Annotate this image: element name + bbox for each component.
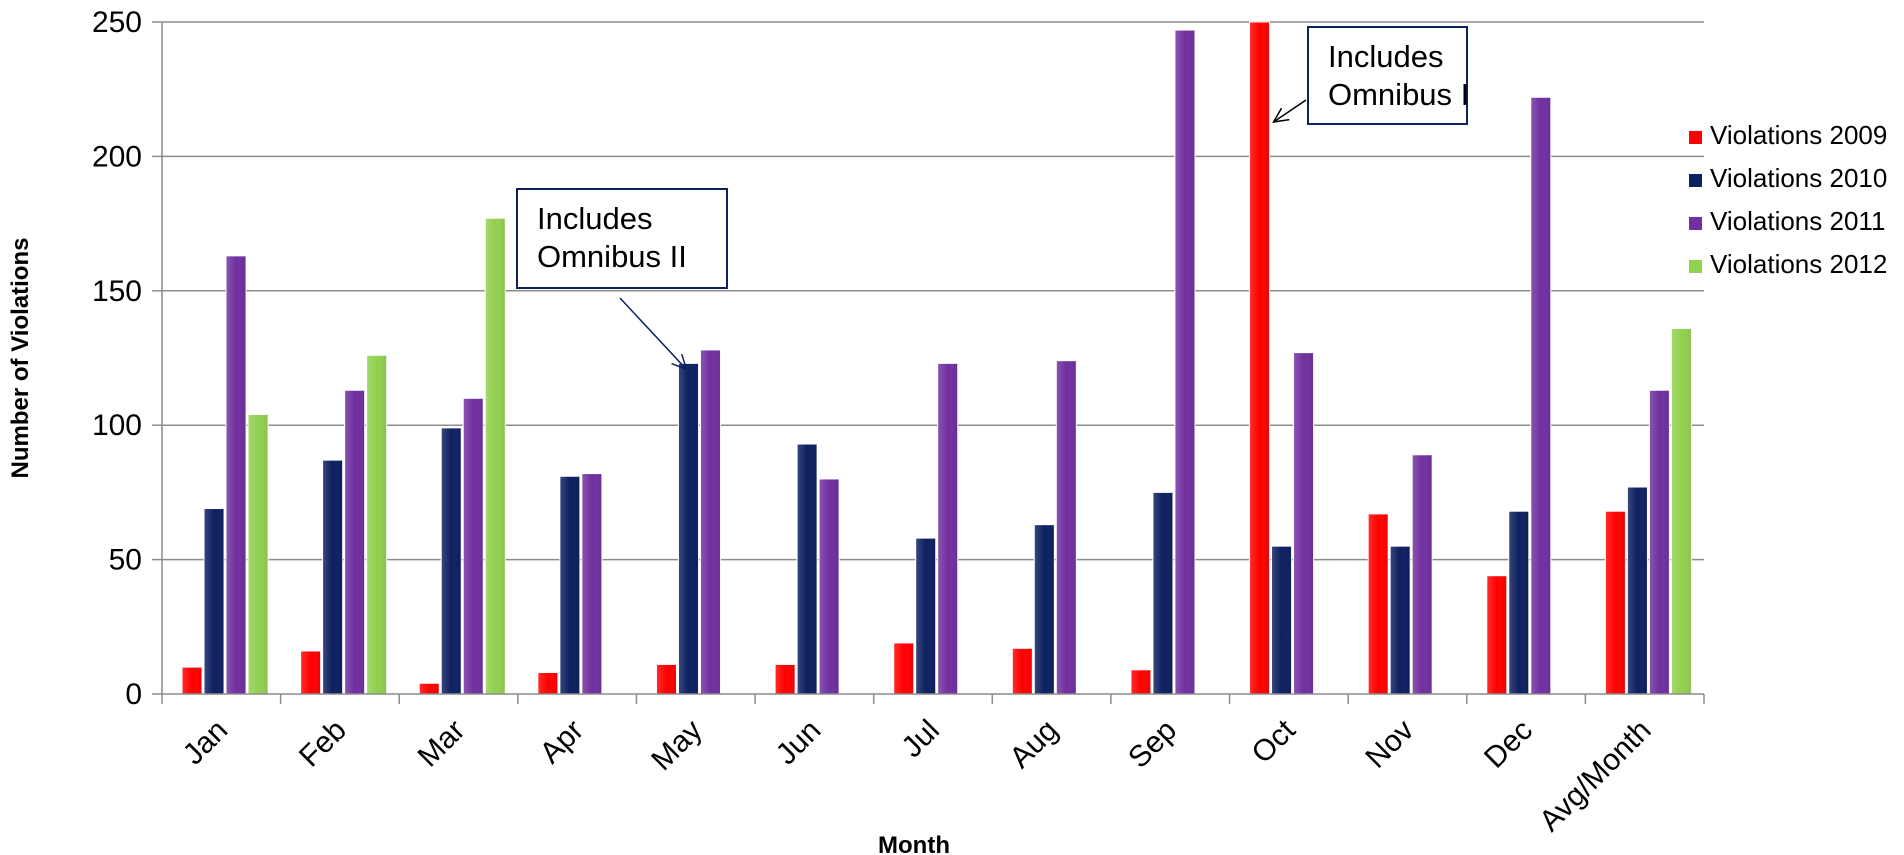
- callout-box: [516, 188, 728, 289]
- legend-item-violations-2009: Violations 2009: [1689, 120, 1887, 150]
- bar-sheen: [1508, 511, 1529, 694]
- x-tick-label-mar: Mar: [412, 714, 472, 774]
- bar-sheen: [322, 460, 343, 694]
- x-tick-label-jan: Jan: [177, 714, 235, 772]
- x-tick-label-feb: Feb: [293, 714, 353, 774]
- legend-swatch: [1689, 260, 1702, 273]
- bar-sheen: [1649, 390, 1670, 694]
- bar-sheen: [700, 349, 721, 694]
- legend: Violations 2009 Violations 2010 Violations…: [1689, 120, 1887, 279]
- legend-item-violations-2010: Violations 2010: [1689, 163, 1887, 193]
- bar-sheen: [419, 683, 440, 694]
- bar-sheen: [797, 444, 818, 694]
- y-tick-label-200: 200: [92, 140, 142, 173]
- y-tick-label-100: 100: [92, 409, 142, 442]
- bar-sheen: [1368, 513, 1389, 694]
- bar-sheen: [226, 255, 246, 694]
- bar-sheen: [678, 363, 699, 694]
- x-tick-label-nov: Nov: [1359, 714, 1420, 775]
- legend-swatch: [1689, 217, 1702, 230]
- y-tick-label-150: 150: [92, 275, 142, 308]
- bar-sheen: [775, 664, 796, 694]
- bar-sheen: [1671, 328, 1692, 694]
- bar-sheen: [1034, 524, 1055, 694]
- bar-sheen: [1390, 546, 1411, 694]
- x-tick-label-dec: Dec: [1478, 714, 1539, 775]
- callout-arrow-line: [619, 297, 688, 370]
- legend-label: Violations 2012: [1710, 249, 1887, 279]
- y-tick-labels: 0 50 100 150 200 250: [92, 6, 162, 711]
- bar-sheen: [559, 476, 580, 694]
- bar-sheen: [300, 650, 321, 694]
- legend-label: Violations 2010: [1710, 163, 1887, 193]
- x-tick-label-may: May: [645, 714, 708, 777]
- bar-sheen: [1627, 487, 1648, 694]
- bar-sheen: [537, 672, 558, 694]
- bar-sheen: [1605, 511, 1626, 694]
- bar-sheen: [915, 538, 936, 694]
- bar-sheen: [1412, 454, 1433, 694]
- bar-sheen: [893, 642, 914, 694]
- y-tick-label-50: 50: [109, 544, 142, 577]
- x-tick-label-aug: Aug: [1003, 714, 1064, 775]
- legend-item-violations-2012: Violations 2012: [1689, 249, 1887, 279]
- bar-sheen: [1271, 546, 1292, 694]
- bar-sheen: [248, 414, 268, 694]
- bar-sheen: [656, 664, 677, 694]
- bars: [181, 21, 1692, 695]
- legend-swatch: [1689, 174, 1702, 187]
- y-tick-label-250: 250: [92, 6, 142, 39]
- bar-sheen: [1530, 97, 1551, 695]
- bar-sheen: [182, 667, 202, 694]
- x-tick-label-sep: Sep: [1122, 714, 1183, 775]
- bar-sheen: [463, 398, 484, 694]
- callout-text-line: Includes: [537, 201, 652, 236]
- y-tick-label-0: 0: [125, 678, 142, 711]
- bar-sheen: [1249, 22, 1270, 694]
- x-axis-title: Month: [878, 832, 950, 855]
- legend-label: Violations 2009: [1710, 120, 1887, 150]
- y-axis-title: Number of Violations: [7, 238, 34, 479]
- gridlines: [162, 21, 1704, 561]
- x-tick-label-jun: Jun: [770, 714, 828, 772]
- bar-sheen: [366, 355, 387, 694]
- bar-sheen: [485, 218, 506, 694]
- bar-sheen: [1293, 352, 1314, 694]
- bar-sheen: [1152, 492, 1173, 694]
- x-tick-label-oct: Oct: [1245, 713, 1302, 770]
- bar-sheen: [1174, 30, 1195, 694]
- bar-sheen: [344, 390, 365, 694]
- bar-sheen: [581, 473, 602, 694]
- bar-sheen: [204, 508, 224, 694]
- bar-sheen: [1056, 360, 1077, 694]
- callout-arrow-line: [1273, 99, 1307, 123]
- x-tick-label-avg-month: Avg/Month: [1533, 714, 1657, 838]
- x-tick-labels: Jan Feb Mar Apr May Jun Jul Aug Sep Oct Nov DecAvg/…: [161, 694, 1705, 838]
- bar-sheen: [1130, 669, 1151, 694]
- legend-item-violations-2011: Violations 2011: [1689, 206, 1885, 236]
- bar-sheen: [937, 363, 958, 694]
- callout-box: [1307, 26, 1468, 125]
- legend-label: Violations 2011: [1710, 206, 1885, 236]
- axes: [161, 22, 1704, 695]
- callout-text-line: Includes: [1328, 39, 1443, 74]
- x-tick-label-jul: Jul: [895, 714, 945, 764]
- x-tick-label-apr: Apr: [534, 714, 590, 770]
- legend-swatch: [1689, 131, 1702, 144]
- callout-text-line: Omnibus I: [1328, 77, 1469, 112]
- bar-sheen: [1012, 648, 1033, 694]
- bar-sheen: [441, 427, 462, 694]
- callout-arrow-head: [1272, 107, 1290, 123]
- callout-text-line: Omnibus II: [537, 239, 687, 274]
- bar-sheen: [819, 478, 840, 694]
- bar-sheen: [1486, 575, 1507, 694]
- callout-arrow-head: [671, 353, 688, 371]
